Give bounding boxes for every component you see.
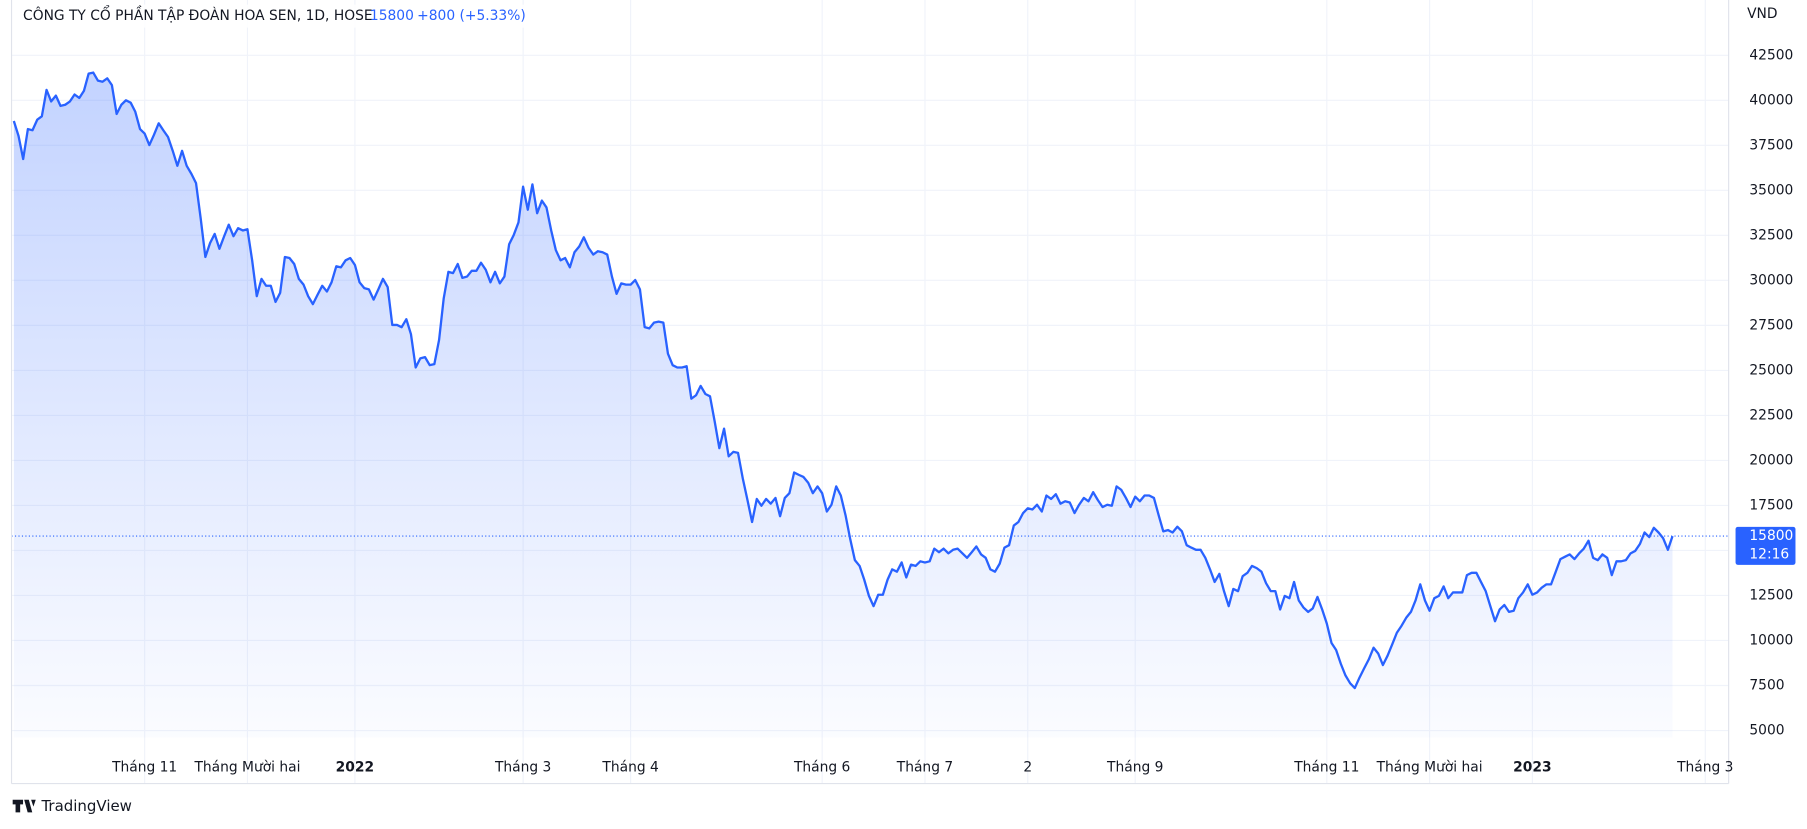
price-badge-time: 12:16 — [1749, 546, 1789, 562]
brand-logo — [12, 799, 36, 813]
x-tick-label: 2022 — [336, 759, 374, 775]
y-tick-label: 40000 — [1749, 92, 1793, 108]
x-tick-label: Tháng Mười hai — [1376, 759, 1483, 775]
price-badge-value: 15800 — [1749, 528, 1793, 544]
x-tick-label: Tháng 6 — [793, 759, 850, 775]
y-tick-label: 37500 — [1749, 137, 1793, 153]
y-tick-label: 10000 — [1749, 632, 1793, 648]
marks — [11, 71, 1729, 738]
x-tick-label: Tháng 7 — [896, 759, 953, 775]
y-tick-label: 12500 — [1749, 587, 1793, 603]
header-bg — [16, 4, 547, 28]
y-tick-label: 32500 — [1749, 227, 1793, 243]
y-unit: VND — [1747, 6, 1777, 22]
x-tick-label: Tháng 4 — [601, 759, 659, 775]
y-tick-label: 5000 — [1749, 723, 1784, 739]
price-line — [12, 71, 1674, 690]
y-tick-label: 42500 — [1749, 47, 1793, 63]
y-tick-label: 27500 — [1749, 317, 1793, 333]
x-tick-label: Tháng Mười hai — [193, 759, 300, 775]
y-tick-label: 22500 — [1749, 407, 1793, 423]
x-tick-label: 2023 — [1513, 759, 1551, 775]
y-tick-label: 35000 — [1749, 182, 1793, 198]
brand: TradingView — [12, 797, 132, 815]
y-tick-label: 20000 — [1749, 452, 1793, 468]
x-tick-label: Tháng 11 — [1293, 759, 1359, 775]
price: 15800 — [370, 8, 414, 24]
y-tick-label: 30000 — [1749, 272, 1793, 288]
x-tick-label: Tháng 11 — [111, 759, 177, 775]
x-tick-label: Tháng 3 — [494, 759, 551, 775]
price-badge — [1735, 526, 1796, 565]
change: +800 (+5.33%) — [417, 8, 526, 24]
y-tick-label: 25000 — [1749, 362, 1793, 378]
y-tick-label: 7500 — [1749, 678, 1784, 694]
x-tick-label: Tháng 3 — [1676, 759, 1733, 775]
x-tick-label: 2 — [1023, 759, 1032, 775]
y-tick-label: 17500 — [1749, 497, 1793, 513]
chart-title: CÔNG TY CỔ PHẦN TẬP ĐOÀN HOA SEN, 1D, HO… — [23, 5, 373, 24]
area — [13, 72, 1673, 738]
x-tick-label: Tháng 9 — [1106, 759, 1163, 775]
brand-name: TradingView — [40, 797, 131, 815]
